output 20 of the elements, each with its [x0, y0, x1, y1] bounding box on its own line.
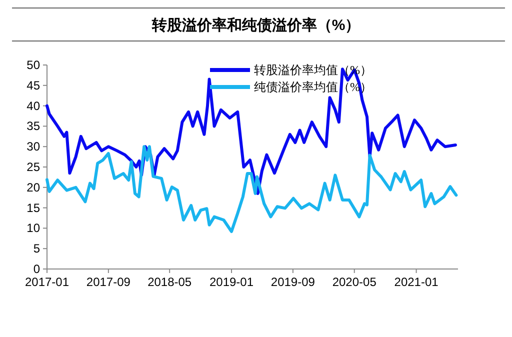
x-tick-label: 2017-01	[24, 275, 70, 289]
y-tick-label: 50	[26, 58, 40, 72]
y-tick-label: 10	[26, 221, 40, 236]
y-tick-label: 15	[26, 200, 40, 215]
y-tick-label: 30	[26, 140, 40, 154]
chart-title: 转股溢价率和纯债溢价率（%）	[150, 16, 360, 34]
y-tick-label: 45	[26, 78, 40, 92]
y-tick-label: 5	[33, 242, 40, 256]
y-tick-label: 0	[33, 262, 40, 276]
x-tick-label: 2021-01	[394, 275, 439, 289]
x-tick-label: 2018-05	[148, 275, 192, 289]
x-tick-label: 2017-09	[86, 275, 131, 289]
line-series	[46, 145, 458, 233]
y-tick-label: 20	[26, 180, 40, 194]
y-tick-label: 25	[26, 160, 40, 174]
x-tick-label: 2019-09	[270, 275, 316, 289]
y-tick-label: 40	[26, 98, 40, 113]
x-tick-label: 2020-05	[332, 275, 377, 289]
x-tick-label: 2019-01	[209, 275, 254, 289]
y-tick-label: 35	[26, 119, 40, 134]
